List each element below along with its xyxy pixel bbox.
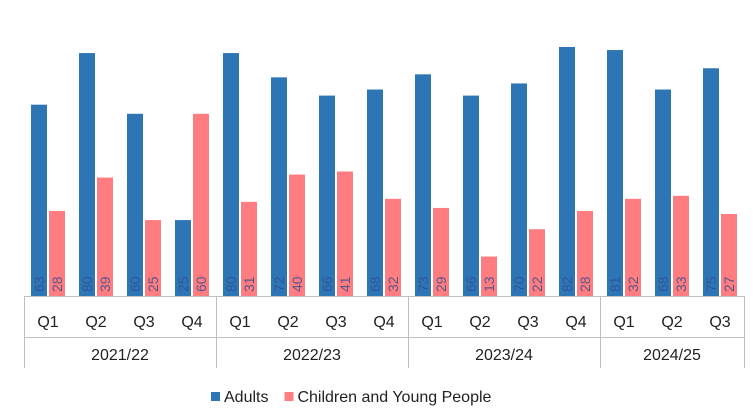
bar-children-and-young-people-3 — [145, 220, 161, 296]
legend-swatch-children-and-young-people — [284, 392, 294, 401]
bar-adults-7 — [319, 95, 335, 297]
bar-children-and-young-people-4 — [193, 113, 209, 297]
bar-adults-5 — [223, 53, 239, 297]
data-label-children-and-young-people-10: 13 — [481, 276, 497, 292]
group-label-4: 2024/25 — [643, 347, 701, 364]
data-label-adults-4: 25 — [175, 276, 191, 292]
bar-children-and-young-people-9 — [433, 207, 449, 296]
legend-label-children-and-young-people: Children and Young People — [297, 389, 491, 406]
data-label-adults-1: 63 — [31, 276, 47, 292]
bar-children-and-young-people-13 — [625, 198, 641, 296]
tick-label-2: Q2 — [85, 314, 106, 331]
tick-label-8: Q4 — [373, 314, 394, 331]
data-label-adults-8: 68 — [367, 276, 383, 292]
tick-label-13: Q1 — [613, 314, 634, 331]
data-label-children-and-young-people-13: 32 — [625, 276, 641, 292]
bar-children-and-young-people-12 — [577, 210, 593, 296]
legend-swatch-adults — [211, 392, 220, 401]
data-label-children-and-young-people-8: 32 — [385, 276, 401, 292]
bar-adults-13 — [607, 50, 623, 296]
data-label-adults-7: 66 — [319, 276, 335, 292]
data-label-children-and-young-people-6: 40 — [289, 276, 305, 292]
bar-adults-10 — [463, 95, 479, 297]
tick-label-6: Q2 — [277, 314, 298, 331]
tick-label-10: Q2 — [469, 314, 490, 331]
tick-label-3: Q3 — [133, 314, 154, 331]
bar-adults-11 — [511, 83, 527, 296]
data-label-adults-2: 80 — [79, 276, 95, 292]
data-label-children-and-young-people-4: 60 — [193, 276, 209, 292]
tick-label-7: Q3 — [325, 314, 346, 331]
bar-children-and-young-people-7 — [337, 171, 353, 296]
bar-adults-6 — [271, 77, 287, 297]
data-label-children-and-young-people-7: 41 — [337, 276, 353, 292]
tick-label-12: Q4 — [565, 314, 586, 331]
bar-adults-12 — [559, 47, 575, 296]
data-label-adults-13: 81 — [607, 276, 623, 292]
data-label-adults-11: 70 — [511, 276, 527, 292]
data-label-adults-15: 75 — [703, 276, 719, 292]
bar-children-and-young-people-14 — [673, 195, 689, 296]
data-label-adults-10: 66 — [463, 276, 479, 292]
bar-adults-15 — [703, 68, 719, 296]
data-label-children-and-young-people-12: 28 — [577, 276, 593, 292]
data-label-adults-3: 60 — [127, 276, 143, 292]
bar-adults-3 — [127, 113, 143, 297]
bar-children-and-young-people-6 — [289, 174, 305, 296]
tick-label-14: Q2 — [661, 314, 682, 331]
tick-label-9: Q1 — [421, 314, 442, 331]
data-label-adults-9: 73 — [415, 276, 431, 292]
data-label-children-and-young-people-15: 27 — [721, 276, 737, 292]
data-label-children-and-young-people-11: 22 — [529, 276, 545, 292]
tick-label-11: Q3 — [517, 314, 538, 331]
tick-label-5: Q1 — [229, 314, 250, 331]
bar-adults-4 — [175, 220, 191, 296]
bar-children-and-young-people-11 — [529, 229, 545, 296]
x-axis: Q1 Q2 Q3 Q4 2021/22 Q1 Q2 Q3 Q4 2022/23 Q1 Q2 Q3 Q4 20… — [24, 296, 745, 368]
data-label-adults-12: 82 — [559, 276, 575, 292]
data-label-adults-6: 72 — [271, 276, 287, 292]
bar-children-and-young-people-10 — [481, 256, 497, 296]
data-label-children-and-young-people-3: 25 — [145, 276, 161, 292]
data-label-children-and-young-people-1: 28 — [49, 276, 65, 292]
group-label-3: 2023/24 — [475, 347, 533, 364]
bar-adults-8 — [367, 89, 383, 296]
data-label-adults-5: 80 — [223, 276, 239, 292]
data-label-children-and-young-people-9: 29 — [433, 276, 449, 292]
data-label-children-and-young-people-5: 31 — [241, 276, 257, 292]
data-label-adults-14: 68 — [655, 276, 671, 292]
legend: Adults Children and Young People — [211, 389, 492, 406]
data-label-children-and-young-people-2: 39 — [97, 276, 113, 292]
bar-children-and-young-people-8 — [385, 198, 401, 296]
group-label-1: 2021/22 — [91, 347, 149, 364]
tick-label-15: Q3 — [709, 314, 730, 331]
legend-label-adults: Adults — [224, 389, 268, 406]
group-label-2: 2022/23 — [283, 347, 341, 364]
bar-adults-1 — [31, 104, 47, 296]
data-label-children-and-young-people-14: 33 — [673, 276, 689, 292]
bar-adults-2 — [79, 53, 95, 297]
bars-layer — [31, 47, 737, 297]
bar-adults-14 — [655, 89, 671, 296]
bar-children-and-young-people-15 — [721, 214, 737, 296]
bar-adults-9 — [415, 74, 431, 296]
tick-label-1: Q1 — [37, 314, 58, 331]
bar-children-and-young-people-2 — [97, 177, 113, 296]
bar-children-and-young-people-5 — [241, 201, 257, 296]
tick-label-4: Q4 — [181, 314, 202, 331]
bar-children-and-young-people-1 — [49, 210, 65, 296]
